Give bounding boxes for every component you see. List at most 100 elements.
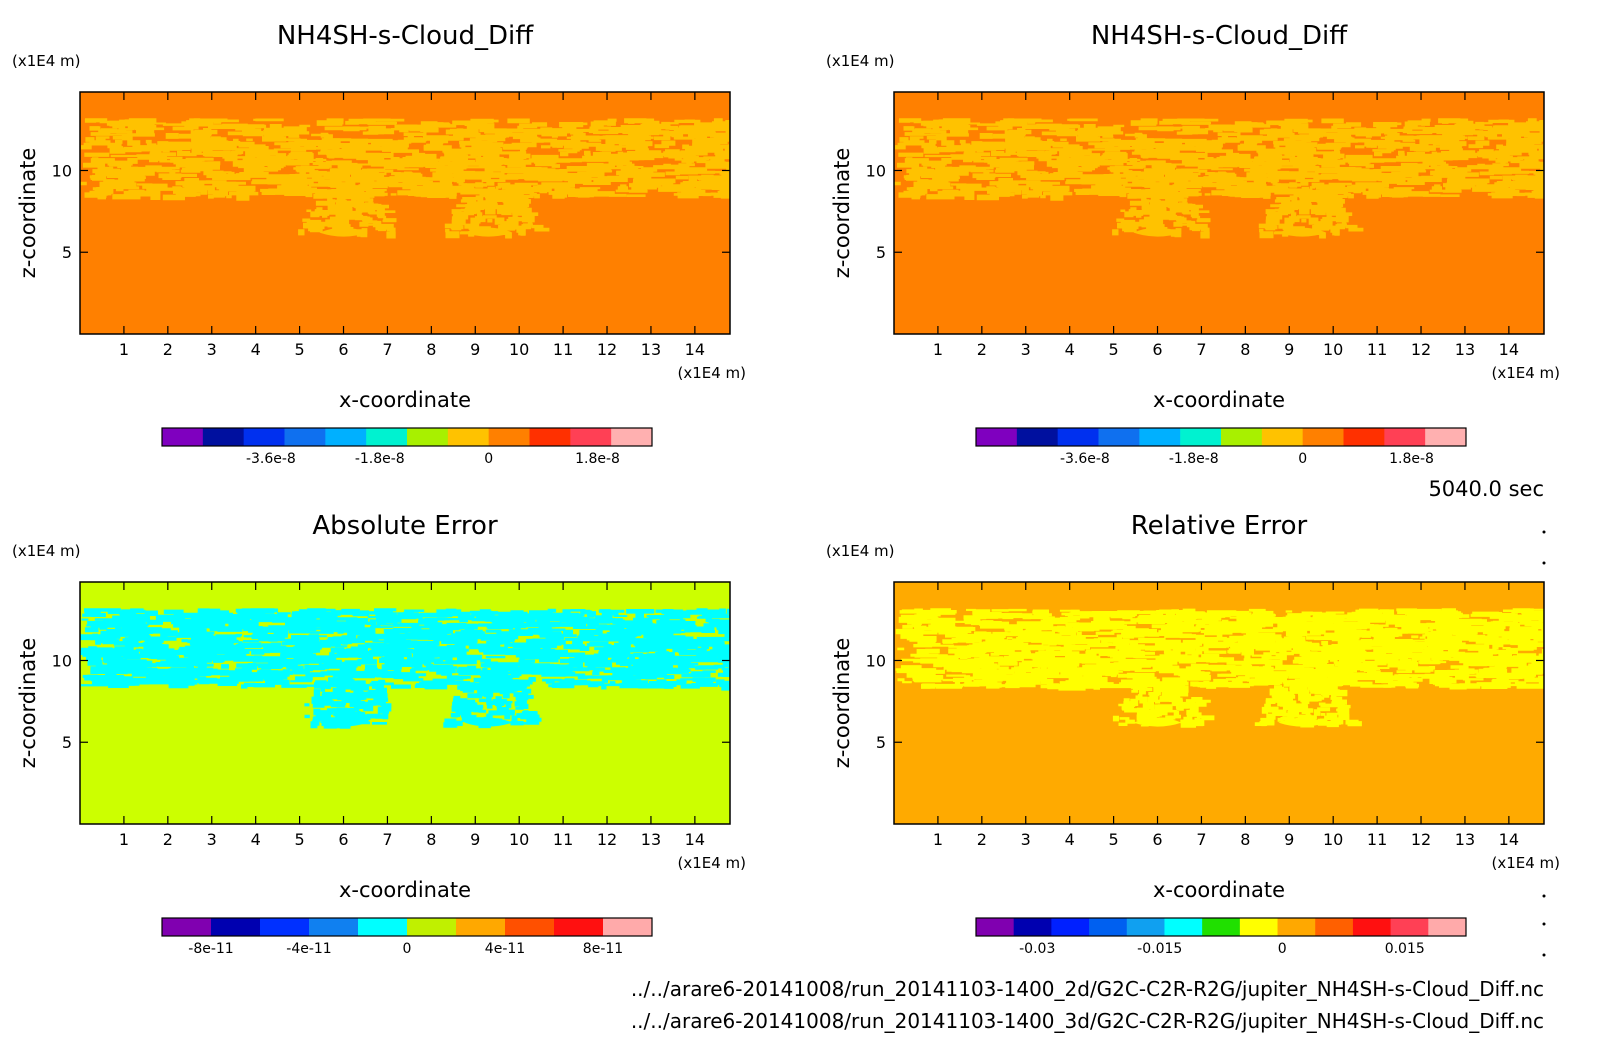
x-tick-label: 11 [553,830,573,849]
y-tick-label: 5 [876,243,886,262]
x-tick-label: 9 [1284,830,1294,849]
y-axis-label: z-coordinate [830,148,854,279]
colorbar-segment [1302,428,1344,446]
colorbar-tick-label: -8e-11 [188,941,233,957]
x-axis-label: x-coordinate [339,878,471,902]
x-tick-label: 4 [251,340,261,359]
x-tick-label: 8 [426,830,436,849]
colorbar-tick-label: 0 [1298,451,1307,467]
colorbar-tick-label: -0.03 [1019,941,1055,957]
x-tick-label: 3 [207,340,217,359]
colorbar-segment [1428,918,1467,936]
colorbar-tick-label: -1.8e-8 [355,451,405,467]
colorbar: -3.6e-8 -1.8e-8 0 1.8e-8 [161,427,653,467]
x-tick-label: 4 [251,830,261,849]
x-tick-label: 12 [597,340,617,359]
plot-frame [79,91,731,335]
colorbar-segment [325,428,367,446]
x-tick-label: 6 [338,830,348,849]
y-axis-label: z-coordinate [830,638,854,769]
x-tick-label: 1 [119,830,129,849]
colorbar-segment [211,918,261,936]
chart-title: NH4SH-s-Cloud_Diff [1091,21,1348,51]
x-tick-label: 2 [163,340,173,359]
x-tick-label: 7 [382,340,392,359]
colorbar-segment [1126,918,1165,936]
colorbar-segment [1425,428,1467,446]
x-tick-label: 7 [1196,830,1206,849]
x-tick-label: 7 [382,830,392,849]
colorbar-segment [1277,918,1316,936]
footer-path-3d: ../../arare6-20141008/run_20141103-1400_… [631,1009,1544,1033]
x-axis-label: x-coordinate [1153,878,1285,902]
colorbar: -3.6e-8 -1.8e-8 0 1.8e-8 [975,427,1467,467]
plot-frame [893,581,1545,825]
y-tick-label: 5 [876,733,886,752]
x-tick-label: 6 [338,340,348,359]
x-tick-label: 8 [426,340,436,359]
x-tick-label: 10 [509,340,529,359]
colorbar-segment [1239,918,1279,936]
chart-panel-4: Relative Error(x1E4 m)1 2 3 4 5 6 7 8 9 10 11 12 13 1… [826,511,1560,957]
x-tick-label: 13 [641,830,661,849]
x-tick-label: 5 [1109,830,1119,849]
x-unit-label: (x1E4 m) [677,364,746,382]
colorbar-segment [1051,918,1090,936]
colorbar-tick-label: 0 [403,941,412,957]
colorbar-frame [161,917,653,937]
footer-path-2d: ../../arare6-20141008/run_20141103-1400_… [631,977,1544,1001]
y-unit-label: (x1E4 m) [12,542,81,560]
colorbar-segment [1202,918,1241,936]
x-tick-label: 1 [933,830,943,849]
colorbar-frame [975,427,1467,447]
x-tick-label: 2 [163,830,173,849]
x-tick-label: 1 [119,340,129,359]
colorbar-segment [976,918,1015,936]
x-unit-label: (x1E4 m) [677,854,746,872]
colorbar-segment [1261,428,1304,446]
x-tick-label: 11 [553,340,573,359]
colorbar-segment [1016,428,1059,446]
x-tick-label: 6 [1152,830,1162,849]
y-axis-label: z-coordinate [16,638,40,769]
plot-frame [79,581,731,825]
colorbar-tick-label: 0 [484,451,493,467]
colorbar-segment [1343,428,1385,446]
colorbar-segment [976,428,1018,446]
colorbar-segment [611,428,653,446]
x-tick-label: 11 [1367,340,1387,359]
chart-panel-3: Absolute Error(x1E4 m)1 2 3 4 5 6 7 8 9 10 11 12 13 1… [12,511,746,957]
x-tick-label: 5 [295,830,305,849]
colorbar-segment [309,918,359,936]
y-unit-label: (x1E4 m) [12,52,81,70]
x-tick-label: 8 [1240,830,1250,849]
x-tick-label: 12 [1411,830,1431,849]
colorbar-tick-label: 4e-11 [485,941,525,957]
colorbar-tick-label: 0.015 [1385,941,1425,957]
x-tick-label: 3 [1021,340,1031,359]
y-tick-label: 5 [62,733,72,752]
x-axis-label: x-coordinate [1153,388,1285,412]
colorbar-frame [975,917,1467,937]
colorbar-segment [447,428,490,446]
cloud-pattern [80,118,730,239]
colorbar-tick-label: 1.8e-8 [575,451,620,467]
colorbar-segment [162,428,204,446]
plot-frame [893,91,1545,335]
colorbar-segment [1057,428,1099,446]
colorbar: -8e-11 -4e-11 0 4e-11 8e-11 [161,917,653,957]
y-tick-label: 10 [866,651,886,670]
x-unit-label: (x1E4 m) [1491,364,1560,382]
colorbar-segment [284,428,326,446]
colorbar-tick-label: 1.8e-8 [1389,451,1434,467]
heatmap-field [80,92,730,334]
x-tick-label: 1 [933,340,943,359]
heatmap-field [894,92,1544,334]
x-tick-label: 13 [641,340,661,359]
x-tick-label: 7 [1196,340,1206,359]
colorbar-segment [1384,428,1426,446]
colorbar-segment [456,918,506,936]
chart-title: Relative Error [1131,511,1308,541]
x-tick-label: 5 [1109,340,1119,359]
colorbar: -0.03 -0.015 0 0.015 [975,917,1467,957]
